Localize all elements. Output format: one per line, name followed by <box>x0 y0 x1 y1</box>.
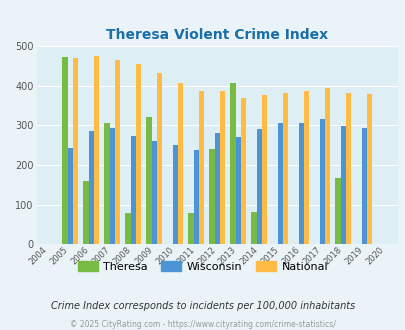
Bar <box>340 126 345 244</box>
Bar <box>319 119 324 244</box>
Bar <box>83 181 88 244</box>
Bar <box>109 128 115 244</box>
Bar <box>156 73 162 244</box>
Bar <box>104 123 109 244</box>
Bar <box>146 117 151 244</box>
Bar <box>125 213 130 244</box>
Bar <box>282 92 288 244</box>
Bar <box>335 178 340 244</box>
Bar <box>277 123 282 244</box>
Bar <box>62 57 67 244</box>
Bar <box>193 149 198 244</box>
Bar <box>72 58 78 244</box>
Bar <box>230 83 235 244</box>
Bar <box>303 91 308 244</box>
Bar <box>240 98 245 244</box>
Bar <box>209 149 214 244</box>
Bar <box>298 123 303 244</box>
Bar <box>177 83 183 244</box>
Bar <box>235 137 240 244</box>
Bar <box>219 91 224 244</box>
Bar <box>94 56 99 244</box>
Bar <box>366 94 371 244</box>
Bar <box>88 131 94 244</box>
Bar <box>261 95 266 244</box>
Bar <box>256 129 261 244</box>
Legend: Theresa, Wisconsin, National: Theresa, Wisconsin, National <box>73 257 332 277</box>
Bar <box>345 93 350 244</box>
Bar <box>135 64 141 244</box>
Text: © 2025 CityRating.com - https://www.cityrating.com/crime-statistics/: © 2025 CityRating.com - https://www.city… <box>70 320 335 329</box>
Bar <box>188 213 193 244</box>
Text: Crime Index corresponds to incidents per 100,000 inhabitants: Crime Index corresponds to incidents per… <box>51 301 354 311</box>
Title: Theresa Violent Crime Index: Theresa Violent Crime Index <box>106 28 328 42</box>
Bar <box>251 212 256 244</box>
Bar <box>172 145 177 244</box>
Bar <box>67 148 72 244</box>
Bar <box>115 60 120 244</box>
Bar <box>151 141 156 244</box>
Bar <box>324 88 329 244</box>
Bar <box>214 133 219 244</box>
Bar <box>130 136 135 244</box>
Bar <box>198 91 204 244</box>
Bar <box>361 128 366 244</box>
